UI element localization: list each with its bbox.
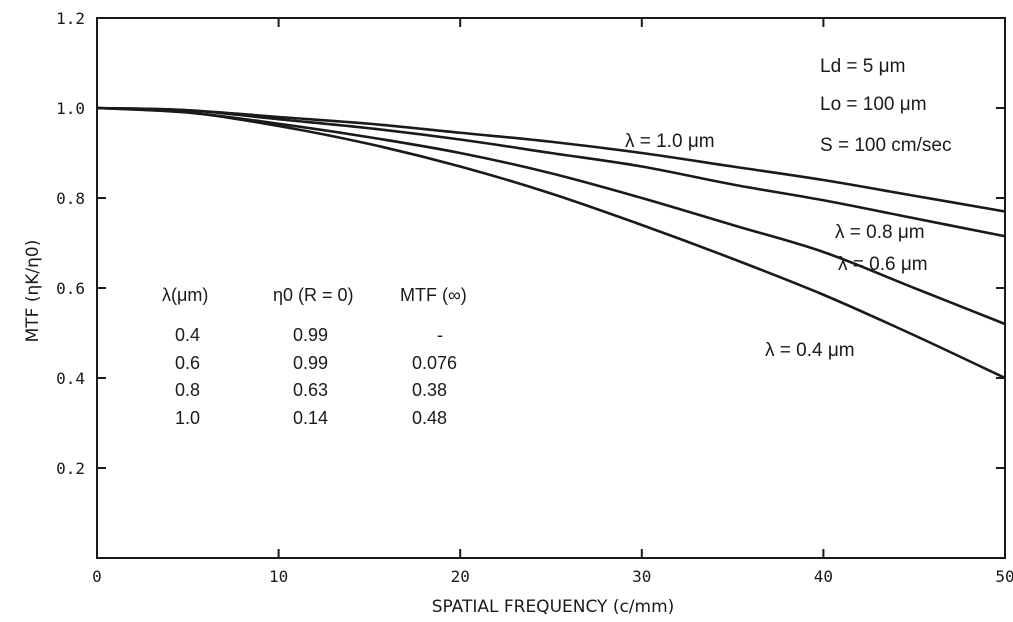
- x-tick-label: 50: [995, 567, 1013, 586]
- x-tick-label: 20: [451, 567, 470, 586]
- table-header: MTF (∞): [400, 285, 467, 305]
- table-cell: 0.8: [175, 380, 200, 400]
- table-cell: 0.14: [293, 408, 328, 428]
- series-label-0.4: λ = 0.4 μm: [765, 340, 855, 361]
- table-cell: 0.48: [412, 408, 447, 428]
- x-axis-title: SPATIAL FREQUENCY (c/mm): [432, 597, 675, 617]
- x-axis-ticks: 0 10 20 30 40 50: [92, 18, 1013, 586]
- table-cell: 0.99: [293, 325, 328, 345]
- x-tick-label: 30: [632, 567, 651, 586]
- table-cell: -: [437, 325, 443, 345]
- y-tick-label: 1.2: [56, 9, 85, 28]
- param-ld: Ld = 5 μm: [820, 56, 905, 77]
- inset-table: λ(μm) η0 (R = 0) MTF (∞) 0.4 0.99 - 0.6 …: [162, 285, 467, 428]
- series-label-0.8: λ = 0.8 μm: [835, 222, 925, 243]
- x-tick-label: 0: [92, 567, 102, 586]
- table-cell: 0.6: [175, 353, 200, 373]
- param-s: S = 100 cm/sec: [820, 135, 951, 156]
- series-line-0: [96, 106, 1006, 213]
- series-line-1: [96, 106, 1006, 238]
- series-label-1.0: λ = 1.0 μm: [625, 131, 715, 152]
- series-line-2: [96, 106, 1006, 326]
- y-tick-label: 0.6: [56, 279, 85, 298]
- table-cell: 0.076: [412, 353, 457, 373]
- y-tick-label: 1.0: [56, 99, 85, 118]
- table-cell: 0.4: [175, 325, 200, 345]
- table-cell: 1.0: [175, 408, 200, 428]
- y-axis-ticks: 0.2 0.4 0.6 0.8 1.0 1.2: [56, 9, 1005, 478]
- param-lo: Lo = 100 μm: [820, 94, 927, 115]
- y-tick-label: 0.4: [56, 369, 85, 388]
- table-cell: 0.99: [293, 353, 328, 373]
- y-axis-title: MTF (ηK/η0): [23, 240, 43, 343]
- x-tick-label: 40: [814, 567, 833, 586]
- table-header: λ(μm): [162, 285, 208, 305]
- series-line-3: [96, 106, 1006, 380]
- y-tick-label: 0.2: [56, 459, 85, 478]
- table-cell: 0.38: [412, 380, 447, 400]
- series-lines: [96, 106, 1006, 380]
- y-tick-label: 0.8: [56, 189, 85, 208]
- series-label-0.6: λ = 0.6 μm: [838, 254, 928, 275]
- table-header: η0 (R = 0): [273, 285, 354, 305]
- x-tick-label: 10: [269, 567, 288, 586]
- table-cell: 0.63: [293, 380, 328, 400]
